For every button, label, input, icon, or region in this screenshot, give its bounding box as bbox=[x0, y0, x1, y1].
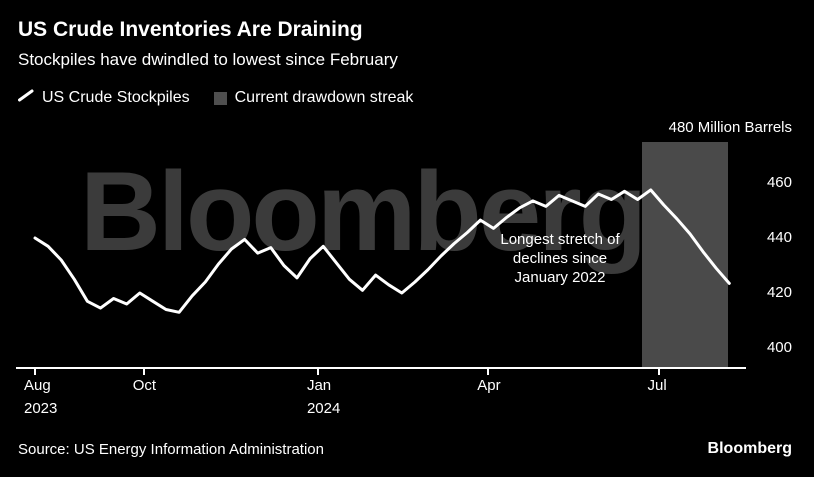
y-axis-tick-label: 400 bbox=[766, 339, 792, 356]
drawdown-streak-band bbox=[641, 142, 728, 368]
x-axis-tick-mark bbox=[657, 368, 660, 375]
annotation-line: Longest stretch of bbox=[500, 231, 620, 248]
bloomberg-logo: Bloomberg bbox=[707, 440, 792, 457]
x-axis-tick-label: Jan 2024 bbox=[306, 377, 341, 417]
x-axis-tick-mark bbox=[34, 368, 36, 375]
legend: US Crude Stockpiles Current drawdown str… bbox=[18, 89, 413, 107]
y-axis-tick-label: 420 bbox=[766, 284, 792, 301]
line-marker-icon bbox=[18, 89, 34, 107]
legend-item-stockpiles: US Crude Stockpiles bbox=[18, 89, 190, 107]
x-axis-tick-label: Oct bbox=[132, 377, 157, 394]
bloomberg-watermark: Bloomberg bbox=[80, 149, 647, 274]
x-axis-tick-mark bbox=[487, 368, 490, 375]
chart-subtitle: Stockpiles have dwindled to lowest since… bbox=[18, 50, 398, 69]
square-marker-icon bbox=[213, 91, 227, 105]
legend-label: Current drawdown streak bbox=[234, 89, 414, 106]
x-axis-tick-mark bbox=[142, 368, 145, 375]
y-axis-tick-label: 480 Million Barrels bbox=[668, 119, 792, 136]
x-axis-tick-mark bbox=[316, 368, 319, 375]
legend-label: US Crude Stockpiles bbox=[42, 89, 190, 106]
y-axis-tick-label: 440 bbox=[766, 229, 792, 246]
source-credit: Source: US Energy Information Administra… bbox=[18, 441, 324, 458]
annotation-line: January 2022 bbox=[514, 269, 606, 286]
y-axis-tick-label: 460 bbox=[766, 174, 792, 191]
x-axis-tick-label: Apr bbox=[477, 377, 501, 394]
legend-item-drawdown: Current drawdown streak bbox=[213, 89, 414, 107]
chart-title: US Crude Inventories Are Draining bbox=[18, 18, 363, 41]
stockpiles-series-line bbox=[33, 188, 731, 314]
x-axis-tick-label: Aug 2023 bbox=[24, 377, 58, 417]
chart-annotation: Longest stretch of declines since Januar… bbox=[500, 230, 619, 287]
x-axis-tick-label: Jul bbox=[647, 377, 667, 394]
x-axis-line bbox=[16, 367, 746, 369]
annotation-line: declines since bbox=[512, 250, 608, 267]
